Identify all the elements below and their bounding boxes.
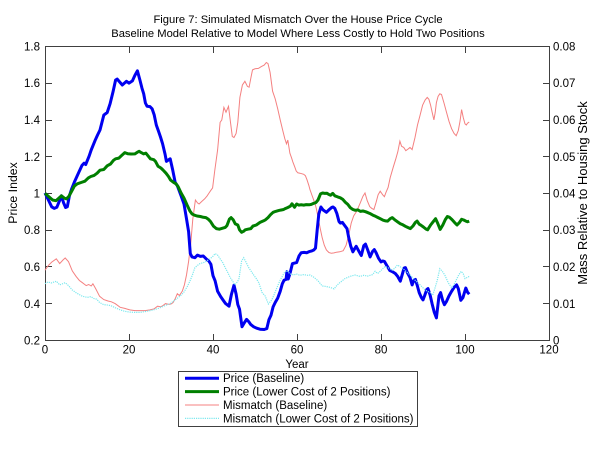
svg-text:1.4: 1.4 bbox=[24, 115, 41, 127]
svg-text:1.2: 1.2 bbox=[24, 152, 40, 164]
svg-text:Price (Lower Cost of 2 Positio: Price (Lower Cost of 2 Positions) bbox=[223, 387, 391, 399]
svg-text:40: 40 bbox=[207, 345, 220, 357]
svg-text:Price (Baseline): Price (Baseline) bbox=[223, 373, 304, 385]
svg-text:0.02: 0.02 bbox=[553, 262, 575, 274]
svg-text:0.2: 0.2 bbox=[24, 336, 40, 348]
svg-text:100: 100 bbox=[455, 345, 474, 357]
svg-text:120: 120 bbox=[539, 345, 558, 357]
svg-text:Baseline Model Relative to Mod: Baseline Model Relative to Model Where L… bbox=[111, 28, 485, 40]
svg-text:0.04: 0.04 bbox=[553, 189, 576, 201]
svg-text:0.6: 0.6 bbox=[24, 262, 40, 274]
svg-text:0: 0 bbox=[42, 345, 48, 357]
svg-text:1.8: 1.8 bbox=[24, 42, 40, 54]
svg-text:0: 0 bbox=[553, 336, 559, 348]
svg-text:Mass Relative to Housing Stock: Mass Relative to Housing Stock bbox=[575, 101, 590, 285]
svg-text:Year: Year bbox=[285, 359, 308, 371]
svg-text:0.01: 0.01 bbox=[553, 299, 575, 311]
svg-text:0.8: 0.8 bbox=[24, 225, 40, 237]
svg-text:Price Index: Price Index bbox=[6, 161, 20, 223]
svg-text:0.03: 0.03 bbox=[553, 225, 575, 237]
svg-text:0.07: 0.07 bbox=[553, 78, 575, 90]
svg-text:0.05: 0.05 bbox=[553, 152, 575, 164]
svg-text:0.06: 0.06 bbox=[553, 115, 575, 127]
svg-text:Mismatch (Lower Cost of 2 Posi: Mismatch (Lower Cost of 2 Positions) bbox=[223, 413, 414, 425]
svg-text:1: 1 bbox=[34, 189, 40, 201]
svg-text:80: 80 bbox=[375, 345, 388, 357]
svg-text:60: 60 bbox=[291, 345, 304, 357]
svg-text:Figure 7: Simulated Mismatch O: Figure 7: Simulated Mismatch Over the Ho… bbox=[153, 14, 442, 26]
svg-text:0.08: 0.08 bbox=[553, 42, 575, 54]
svg-text:0.4: 0.4 bbox=[24, 299, 41, 311]
svg-text:1.6: 1.6 bbox=[24, 78, 40, 90]
svg-text:Mismatch (Baseline): Mismatch (Baseline) bbox=[223, 400, 327, 412]
svg-text:20: 20 bbox=[123, 345, 136, 357]
